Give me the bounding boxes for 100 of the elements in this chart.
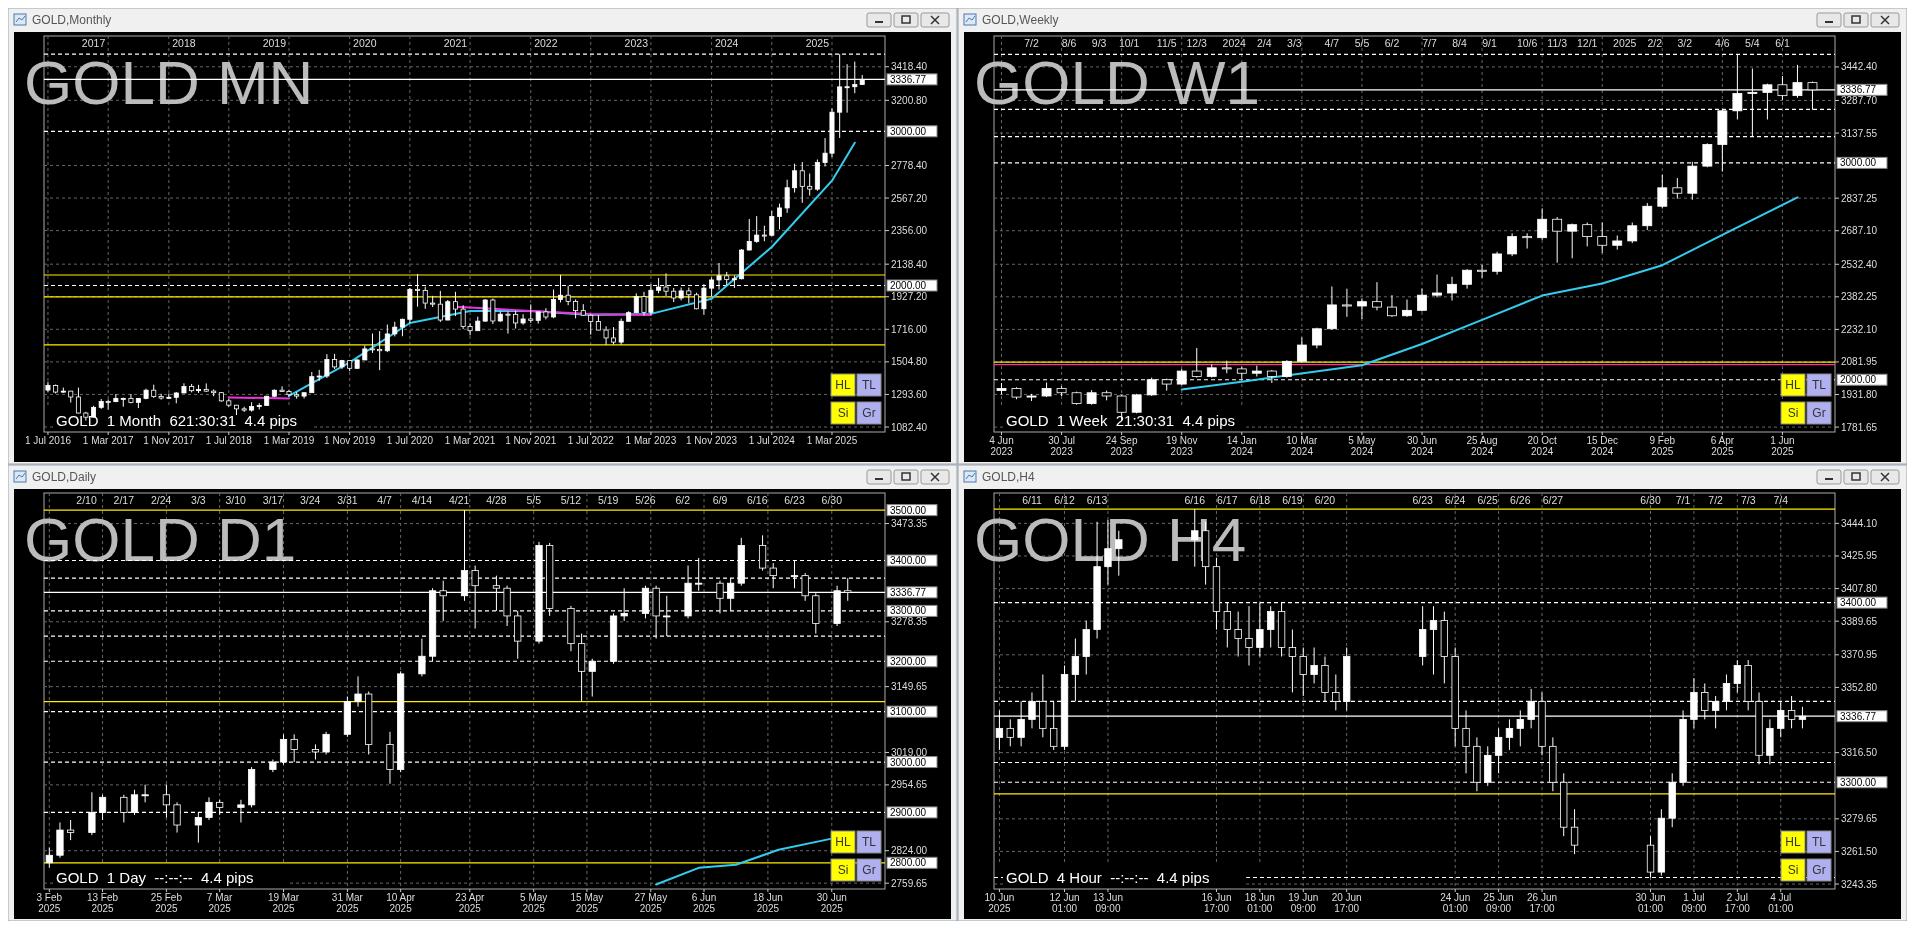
x2-tick-label: 6/26 xyxy=(1510,494,1531,506)
y-tick-label: 3407.80 xyxy=(1841,583,1878,595)
x-tick-label: 1 Nov 2023 xyxy=(686,435,738,446)
x2-tick-label: 6/23 xyxy=(1412,494,1434,506)
x-tick-label: 6 Apr 2025 xyxy=(1710,435,1735,457)
annotation: TL xyxy=(861,835,877,849)
y-tick-label: 2232.10 xyxy=(1841,323,1878,335)
ref-line-label: 3336.77 xyxy=(1840,84,1877,96)
x2-tick-label: 7/2 xyxy=(1024,37,1039,49)
y-tick-label: 2759.65 xyxy=(891,877,928,889)
x2-tick-label: 2020 xyxy=(353,37,377,49)
chart-title: GOLD,Monthly xyxy=(32,13,112,27)
x2-tick-label: 6/2 xyxy=(1384,37,1400,49)
y-tick-label: 3352.80 xyxy=(1841,681,1878,693)
annotation: TL xyxy=(1811,378,1827,392)
x2-tick-label: 8/4 xyxy=(1452,37,1468,49)
x-tick-label: 9 Feb 2025 xyxy=(1649,435,1676,457)
x-tick-label: 15 Dec 2024 xyxy=(1586,435,1619,457)
x-tick-label: 4 Jun 2023 xyxy=(989,435,1014,457)
x-tick-label: 1 Nov 2021 xyxy=(505,435,557,446)
x-tick-label: 2 Jul 17:00 xyxy=(1724,892,1751,914)
x2-tick-label: 6/11 xyxy=(1022,494,1042,506)
annotation: HL xyxy=(1785,378,1801,392)
x-tick-label: 19 Mar 2025 xyxy=(267,892,300,914)
x-tick-label: 20 Jun 17:00 xyxy=(1331,892,1362,914)
x-tick-label: 10 Apr 2025 xyxy=(386,892,416,914)
y-tick-label: 2687.10 xyxy=(1841,225,1878,237)
ref-line-label: 3000.00 xyxy=(890,756,927,768)
y-tick-label: 3261.50 xyxy=(1841,845,1878,857)
x-tick-label: 30 Jun 2024 xyxy=(1406,435,1438,457)
x2-tick-label: 7/7 xyxy=(1422,37,1437,49)
y-tick-label: 1931.80 xyxy=(1841,389,1878,401)
x2-tick-label: 6/30 xyxy=(1640,494,1661,506)
x2-tick-label: 3/10 xyxy=(225,494,246,506)
x-tick-label: 15 May 2025 xyxy=(570,892,604,914)
y-tick-label: 3316.50 xyxy=(1841,747,1878,759)
x-tick-label: 25 Feb 2025 xyxy=(150,892,183,914)
x-tick-label: 14 Jan 2024 xyxy=(1226,435,1257,457)
annotation: GOLD 4 Hour --:--:-- 4.4 pips xyxy=(1006,869,1210,886)
ref-line-label: 3000.00 xyxy=(890,125,927,137)
ref-line-label: 3100.00 xyxy=(890,706,927,718)
x2-tick-label: 5/26 xyxy=(635,494,656,506)
ref-line-label: 3336.77 xyxy=(890,73,927,85)
x2-tick-label: 6/2 xyxy=(675,494,691,506)
annotation: Si xyxy=(837,406,849,420)
x2-tick-label: 6/20 xyxy=(1314,494,1336,506)
x2-tick-label: 7/4 xyxy=(1773,494,1789,506)
x-tick-label: 5 May 2024 xyxy=(1348,435,1376,457)
y-tick-label: 2824.00 xyxy=(891,845,928,857)
x2-tick-label: 2025 xyxy=(1613,37,1637,49)
x-tick-label: 7 Mar 2025 xyxy=(206,892,234,914)
x-tick-label: 25 Jun 09:00 xyxy=(1483,892,1514,914)
annotation: Si xyxy=(837,863,849,877)
x2-tick-label: 7/1 xyxy=(1675,494,1691,506)
chart-title: GOLD,Daily xyxy=(32,470,97,484)
x-tick-label: 5 May 2025 xyxy=(520,892,548,914)
x2-tick-label: 5/5 xyxy=(526,494,542,506)
ref-line-label: 3000.00 xyxy=(1840,157,1877,169)
ref-line-label: 3400.00 xyxy=(1840,597,1877,609)
ref-line-label: 3300.00 xyxy=(890,605,927,617)
x2-tick-label: 12/3 xyxy=(1186,37,1208,49)
y-tick-label: 2837.25 xyxy=(1841,192,1878,204)
ref-line-label: 2000.00 xyxy=(890,280,927,291)
x-tick-label: 30 Jul 2023 xyxy=(1048,435,1075,457)
x2-tick-label: 6/16 xyxy=(747,494,768,506)
x2-tick-label: 2023 xyxy=(624,37,649,49)
y-tick-label: 2778.40 xyxy=(891,159,928,171)
chart-title: GOLD,Weekly xyxy=(982,13,1059,27)
x2-tick-label: 11/3 xyxy=(1547,37,1568,49)
y-tick-label: 2081.95 xyxy=(1841,356,1878,368)
x2-tick-label: 12/1 xyxy=(1576,37,1598,49)
x-tick-label: 4 Jul 01:00 xyxy=(1768,892,1794,914)
y-tick-label: 3418.40 xyxy=(891,61,928,73)
x-tick-label: 10 Mar 2024 xyxy=(1286,435,1319,457)
y-tick-label: 3389.65 xyxy=(1841,615,1878,627)
y-tick-label: 3287.70 xyxy=(1841,94,1878,106)
annotation: GOLD 1 Week 21:30:31 4.4 pips xyxy=(1006,412,1236,429)
x-tick-label: 26 Jun 17:00 xyxy=(1526,892,1558,914)
x2-tick-label: 2019 xyxy=(262,37,287,49)
ref-line-label: 3336.77 xyxy=(890,586,927,598)
annotation: Gr xyxy=(1812,406,1826,420)
x2-tick-label: 6/23 xyxy=(784,494,805,506)
x-tick-label: 1 Jul 2020 xyxy=(386,435,434,446)
ref-line-label: 3400.00 xyxy=(890,555,927,567)
x2-tick-label: 11/5 xyxy=(1156,37,1177,49)
y-tick-label: 1082.40 xyxy=(891,421,928,433)
x2-tick-label: 2024 xyxy=(715,37,739,49)
x2-tick-label: 2/2 xyxy=(1647,37,1663,49)
x2-tick-label: 4/28 xyxy=(486,494,507,506)
x-tick-label: 1 Jul 2018 xyxy=(205,435,253,446)
x2-tick-label: 10/1 xyxy=(1118,37,1140,49)
x-tick-label: 10 Jun 2025 xyxy=(984,892,1015,914)
y-tick-label: 3019.00 xyxy=(891,746,928,758)
annotation: HL xyxy=(1785,835,1801,849)
y-tick-label: 2382.25 xyxy=(1841,291,1878,303)
annotation: Gr xyxy=(862,406,876,420)
x-tick-label: 24 Sep 2023 xyxy=(1105,435,1138,457)
x2-tick-label: 5/12 xyxy=(560,494,582,506)
x2-tick-label: 2017 xyxy=(81,37,106,49)
x2-tick-label: 2024 xyxy=(1222,37,1247,49)
